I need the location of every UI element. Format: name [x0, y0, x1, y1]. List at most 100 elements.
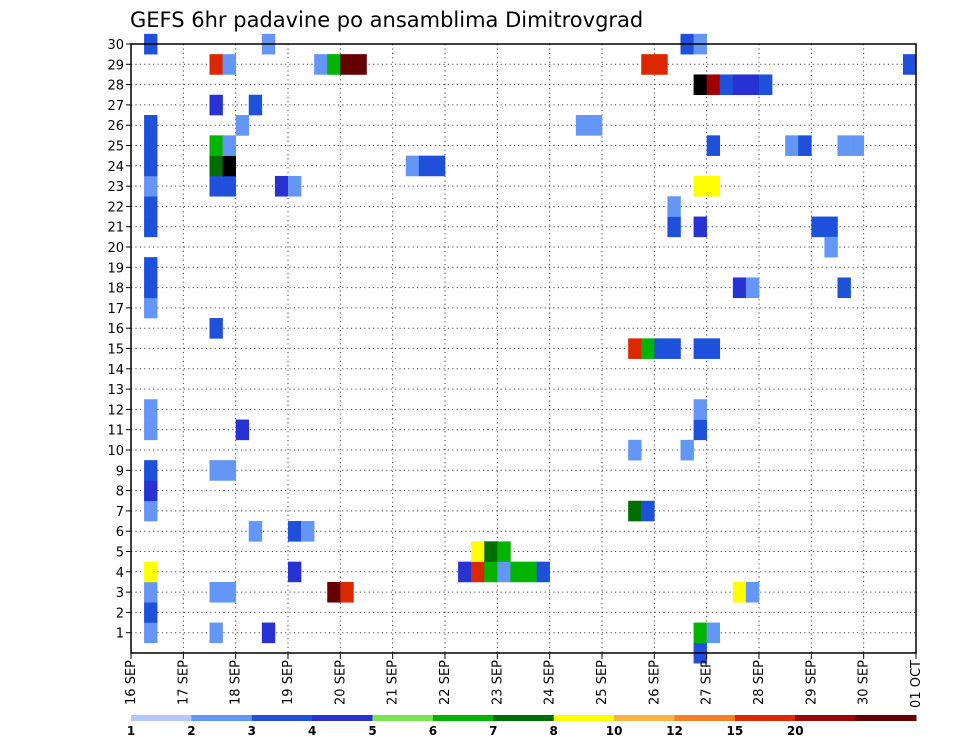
cells	[144, 33, 917, 664]
x-tick-label: 24 SEP	[543, 660, 558, 705]
precip-cell	[209, 460, 223, 481]
colorbar-label: 6	[429, 724, 437, 738]
precip-cell	[144, 196, 158, 217]
colorbar-swatch	[312, 715, 374, 721]
precip-cell	[209, 54, 223, 75]
y-tick-label: 27	[107, 99, 124, 114]
precip-cell	[641, 500, 655, 522]
precip-cell	[222, 54, 236, 75]
precip-cell	[314, 54, 328, 75]
colorbar: 1 2 3 4 5 6 7 8 10 12 15 20	[127, 715, 917, 738]
x-tick-label: 26 SEP	[647, 660, 662, 705]
precip-cell	[222, 581, 236, 603]
precip-cell	[235, 115, 250, 136]
precip-cell	[641, 54, 655, 75]
x-tick-label: 16 SEP	[124, 660, 139, 705]
y-tick-label: 10	[107, 444, 124, 459]
x-tick-label: 21 SEP	[386, 660, 401, 705]
x-tick-label: 23 SEP	[490, 660, 505, 705]
y-tick-label: 21	[107, 221, 124, 236]
x-tick-label: 30 SEP	[857, 660, 872, 705]
y-axis: 1234567891011121314151617181920212223242…	[107, 38, 131, 642]
precip-cell	[144, 277, 158, 299]
x-tick-label: 29 SEP	[804, 660, 819, 705]
precip-cell	[209, 581, 223, 603]
y-tick-label: 16	[107, 322, 124, 337]
x-tick-label: 01 OCT	[909, 660, 924, 708]
precip-cell	[458, 561, 472, 583]
precip-cell	[706, 135, 721, 156]
chart-title: GEFS 6hr padavine po ansamblima Dimitrov…	[130, 8, 643, 32]
precip-cell	[405, 155, 420, 177]
precip-cell	[693, 399, 707, 420]
y-tick-label: 14	[107, 363, 124, 378]
y-tick-label: 24	[107, 160, 124, 175]
precip-cell	[837, 135, 851, 156]
precip-cell	[144, 257, 158, 278]
colorbar-swatch	[795, 715, 857, 721]
y-tick-label: 3	[116, 586, 124, 601]
precip-cell	[785, 135, 799, 156]
y-tick-label: 5	[116, 546, 124, 561]
precip-cell	[693, 338, 707, 359]
colorbar-label: 7	[489, 724, 497, 738]
colorbar-label: 1	[127, 724, 135, 738]
y-tick-label: 12	[107, 403, 124, 418]
precip-cell	[667, 216, 681, 238]
y-tick-label: 1	[116, 627, 124, 642]
precip-cell	[719, 74, 734, 96]
y-tick-label: 2	[116, 606, 124, 621]
precip-cell	[144, 399, 158, 420]
precip-cell	[144, 561, 158, 583]
precip-cell	[798, 135, 812, 156]
precip-cell	[497, 561, 511, 583]
precip-cell	[641, 338, 655, 359]
colorbar-swatch	[191, 715, 253, 721]
precip-cell	[850, 135, 864, 156]
y-tick-label: 6	[116, 525, 124, 540]
colorbar-label: 10	[606, 724, 623, 738]
x-tick-label: 25 SEP	[595, 660, 610, 705]
precip-cell	[144, 622, 158, 644]
colorbar-swatch	[734, 715, 796, 721]
precip-cell	[628, 500, 642, 522]
precip-cell	[732, 277, 747, 299]
precip-cell	[340, 581, 354, 603]
x-axis: 16 SEP 17 SEP 18 SEP 19 SEP 20 SEP 21 SEP 22 S…	[124, 653, 924, 708]
precip-cell	[706, 622, 721, 644]
colorbar-swatch	[674, 715, 736, 721]
precip-cell	[484, 541, 498, 562]
precip-cell	[222, 175, 236, 197]
precip-cell	[471, 541, 485, 562]
precip-cell	[811, 216, 825, 238]
precip-cell	[144, 115, 158, 136]
colorbar-swatch	[251, 715, 313, 721]
precip-cell	[588, 115, 603, 136]
precip-cell	[144, 135, 158, 156]
x-tick-label: 18 SEP	[229, 660, 244, 705]
precip-cell	[301, 521, 315, 542]
precip-cell	[261, 622, 276, 644]
precip-cell	[484, 561, 498, 583]
y-tick-label: 17	[107, 302, 124, 317]
colorbar-label: 5	[368, 724, 376, 738]
precip-cell	[575, 115, 590, 136]
precip-cell	[209, 318, 223, 339]
precip-cell	[144, 460, 158, 481]
precip-cell	[667, 196, 681, 217]
precip-cell	[680, 439, 694, 461]
precip-cell	[693, 74, 707, 96]
colorbar-swatch	[553, 715, 615, 721]
precip-cell	[510, 561, 524, 583]
colorbar-label: 8	[550, 724, 558, 738]
precip-cell	[340, 54, 354, 75]
precip-cell	[288, 561, 302, 583]
precip-cell	[693, 622, 707, 644]
precip-cell	[628, 338, 642, 359]
precip-cell	[248, 94, 263, 116]
colorbar-label: 2	[187, 724, 195, 738]
precip-cell	[288, 521, 302, 542]
precip-cell	[523, 561, 537, 583]
precip-cell	[418, 155, 433, 177]
colorbar-label: 15	[726, 724, 743, 738]
